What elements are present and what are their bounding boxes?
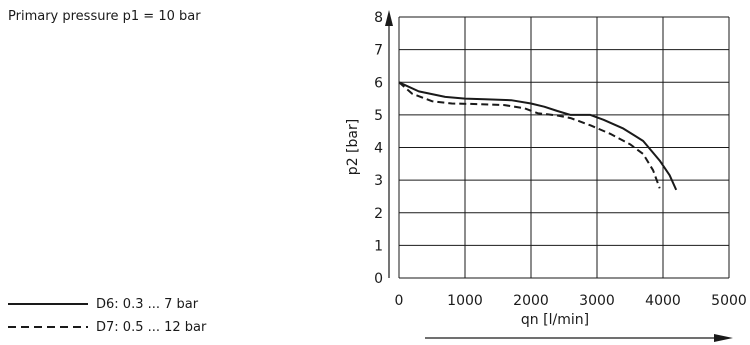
y-tick-label: 1 <box>374 238 383 254</box>
x-tick-label: 2000 <box>513 293 549 309</box>
y-tick-label: 8 <box>374 10 383 26</box>
x-tick-label: 5000 <box>711 293 747 309</box>
legend-label-d7: D7: 0.5 ... 12 bar <box>96 319 207 335</box>
y-axis-label: p2 [bar] <box>345 119 361 175</box>
pressure-note: Primary pressure p1 = 10 bar <box>8 9 201 24</box>
x-tick-label: 0 <box>395 293 404 309</box>
dashed-line-swatch <box>8 326 88 328</box>
x-axis-label: qn [l/min] <box>521 312 589 328</box>
y-tick-label: 2 <box>374 206 383 222</box>
y-tick-label: 5 <box>374 108 383 124</box>
x-tick-label: 4000 <box>645 293 681 309</box>
y-tick-label: 6 <box>374 75 383 91</box>
y-tick-label: 3 <box>374 173 383 189</box>
y-tick-label: 4 <box>374 141 383 157</box>
x-tick-label: 1000 <box>447 293 483 309</box>
solid-line-swatch <box>8 303 88 305</box>
legend: D6: 0.3 ... 7 bar D7: 0.5 ... 12 bar <box>8 294 206 340</box>
legend-item-d7: D7: 0.5 ... 12 bar <box>8 317 206 337</box>
series-line-d7 <box>398 81 661 189</box>
legend-item-d6: D6: 0.3 ... 7 bar <box>8 294 206 314</box>
y-tick-label: 7 <box>374 43 383 59</box>
x-tick-label: 3000 <box>579 293 615 309</box>
legend-label-d6: D6: 0.3 ... 7 bar <box>96 296 199 312</box>
y-tick-label: 0 <box>374 271 383 287</box>
x-axis-arrowhead <box>714 334 733 342</box>
y-axis-arrowhead <box>385 10 393 26</box>
series-line-d6 <box>398 81 678 191</box>
